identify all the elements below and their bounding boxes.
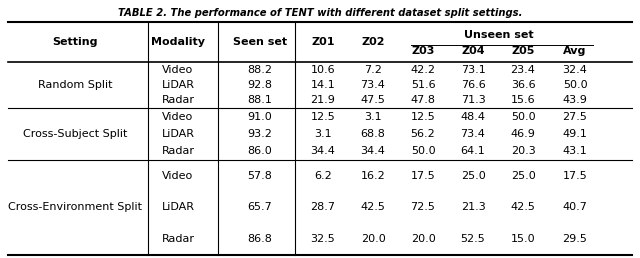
Text: Video: Video [163, 171, 194, 181]
Text: Z02: Z02 [361, 37, 385, 47]
Text: 32.5: 32.5 [310, 234, 335, 244]
Text: Radar: Radar [161, 95, 195, 105]
Text: 88.2: 88.2 [248, 65, 273, 75]
Text: 42.5: 42.5 [360, 203, 385, 213]
Text: Random Split: Random Split [38, 80, 112, 90]
Text: 65.7: 65.7 [248, 203, 273, 213]
Text: Z03: Z03 [412, 46, 435, 56]
Text: LiDAR: LiDAR [161, 80, 195, 90]
Text: 43.1: 43.1 [563, 146, 588, 156]
Text: 51.6: 51.6 [411, 80, 435, 90]
Text: 12.5: 12.5 [411, 112, 435, 122]
Text: 29.5: 29.5 [563, 234, 588, 244]
Text: 15.6: 15.6 [511, 95, 535, 105]
Text: Avg: Avg [563, 46, 587, 56]
Text: Z05: Z05 [511, 46, 534, 56]
Text: 72.5: 72.5 [411, 203, 435, 213]
Text: 28.7: 28.7 [310, 203, 335, 213]
Text: 68.8: 68.8 [360, 129, 385, 139]
Text: 86.0: 86.0 [248, 146, 273, 156]
Text: 27.5: 27.5 [563, 112, 588, 122]
Text: 42.2: 42.2 [410, 65, 435, 75]
Text: 50.0: 50.0 [511, 112, 535, 122]
Text: Radar: Radar [161, 234, 195, 244]
Text: 92.8: 92.8 [248, 80, 273, 90]
Text: Z04: Z04 [461, 46, 485, 56]
Text: 10.6: 10.6 [310, 65, 335, 75]
Text: 17.5: 17.5 [411, 171, 435, 181]
Text: LiDAR: LiDAR [161, 203, 195, 213]
Text: 34.4: 34.4 [360, 146, 385, 156]
Text: 15.0: 15.0 [511, 234, 535, 244]
Text: 20.0: 20.0 [360, 234, 385, 244]
Text: 36.6: 36.6 [511, 80, 535, 90]
Text: 40.7: 40.7 [563, 203, 588, 213]
Text: 43.9: 43.9 [563, 95, 588, 105]
Text: 25.0: 25.0 [511, 171, 536, 181]
Text: 73.4: 73.4 [461, 129, 485, 139]
Text: Modality: Modality [151, 37, 205, 47]
Text: 76.6: 76.6 [461, 80, 485, 90]
Text: 47.5: 47.5 [360, 95, 385, 105]
Text: 6.2: 6.2 [314, 171, 332, 181]
Text: 52.5: 52.5 [461, 234, 485, 244]
Text: 86.8: 86.8 [248, 234, 273, 244]
Text: Unseen set: Unseen set [464, 30, 534, 40]
Text: 42.5: 42.5 [511, 203, 536, 213]
Text: 50.0: 50.0 [563, 80, 588, 90]
Text: LiDAR: LiDAR [161, 129, 195, 139]
Text: TABLE 2. The performance of TENT with different dataset split settings.: TABLE 2. The performance of TENT with di… [118, 8, 522, 18]
Text: 64.1: 64.1 [461, 146, 485, 156]
Text: 47.8: 47.8 [410, 95, 435, 105]
Text: 48.4: 48.4 [461, 112, 486, 122]
Text: 3.1: 3.1 [314, 129, 332, 139]
Text: Cross-Environment Split: Cross-Environment Split [8, 203, 142, 213]
Text: 25.0: 25.0 [461, 171, 485, 181]
Text: 23.4: 23.4 [511, 65, 536, 75]
Text: 34.4: 34.4 [310, 146, 335, 156]
Text: Setting: Setting [52, 37, 98, 47]
Text: 7.2: 7.2 [364, 65, 382, 75]
Text: 91.0: 91.0 [248, 112, 273, 122]
Text: 46.9: 46.9 [511, 129, 536, 139]
Text: 93.2: 93.2 [248, 129, 273, 139]
Text: 20.0: 20.0 [411, 234, 435, 244]
Text: 14.1: 14.1 [310, 80, 335, 90]
Text: 20.3: 20.3 [511, 146, 536, 156]
Text: Video: Video [163, 65, 194, 75]
Text: Radar: Radar [161, 146, 195, 156]
Text: Video: Video [163, 112, 194, 122]
Text: 3.1: 3.1 [364, 112, 382, 122]
Text: 17.5: 17.5 [563, 171, 588, 181]
Text: 49.1: 49.1 [563, 129, 588, 139]
Text: 12.5: 12.5 [310, 112, 335, 122]
Text: 88.1: 88.1 [248, 95, 273, 105]
Text: 32.4: 32.4 [563, 65, 588, 75]
Text: 21.9: 21.9 [310, 95, 335, 105]
Text: Z01: Z01 [311, 37, 335, 47]
Text: 71.3: 71.3 [461, 95, 485, 105]
Text: 16.2: 16.2 [360, 171, 385, 181]
Text: 50.0: 50.0 [411, 146, 435, 156]
Text: 73.4: 73.4 [360, 80, 385, 90]
Text: Cross-Subject Split: Cross-Subject Split [23, 129, 127, 139]
Text: 21.3: 21.3 [461, 203, 485, 213]
Text: 56.2: 56.2 [411, 129, 435, 139]
Text: 57.8: 57.8 [248, 171, 273, 181]
Text: Seen set: Seen set [233, 37, 287, 47]
Text: 73.1: 73.1 [461, 65, 485, 75]
